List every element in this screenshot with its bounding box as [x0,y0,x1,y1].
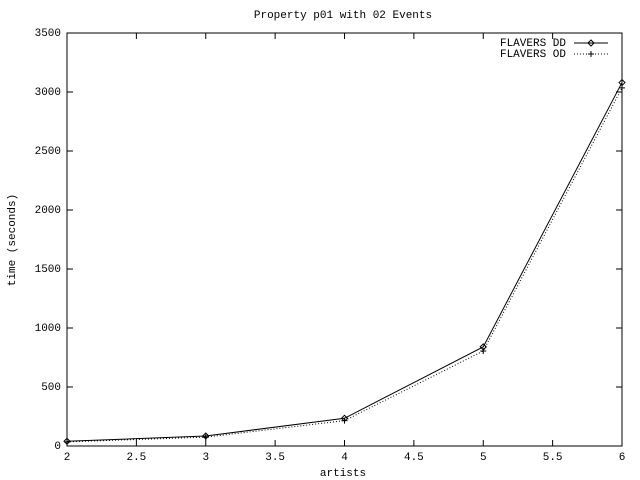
point [341,417,348,424]
point [619,84,625,91]
point [587,39,595,47]
x-tick-label: 4.5 [404,452,424,464]
x-axis-label: artists [320,468,366,480]
y-tick-label: 3000 [35,87,61,99]
y-tick-label: 1500 [35,264,61,276]
point [202,434,209,441]
x-tick-label: 2.5 [126,452,146,464]
y-tick-label: 3500 [35,28,61,40]
x-tick-label: 2 [64,452,71,464]
point [588,51,594,57]
y-tick-label: 1000 [35,323,61,335]
y-axis-label: time (seconds) [7,194,19,286]
x-tick-label: 5 [480,452,487,464]
x-tick-label: 3.5 [265,452,285,464]
x-tick-label: 6 [619,452,626,464]
y-tick-label: 500 [41,382,61,394]
legend-label: FLAVERS DD [500,38,566,50]
x-tick-label: 4 [341,452,348,464]
point [618,78,626,87]
legend-label: FLAVERS OD [500,49,566,61]
point [64,438,70,445]
x-tick-label: 3 [202,452,209,464]
point [480,348,487,355]
x-tick-label: 5.5 [543,452,563,464]
chart-title: Property p01 with 02 Events [254,10,432,22]
y-tick-label: 0 [54,441,61,453]
y-tick-label: 2000 [35,205,61,217]
point [202,432,210,440]
point [479,343,487,351]
y-tick-label: 2500 [35,146,61,158]
